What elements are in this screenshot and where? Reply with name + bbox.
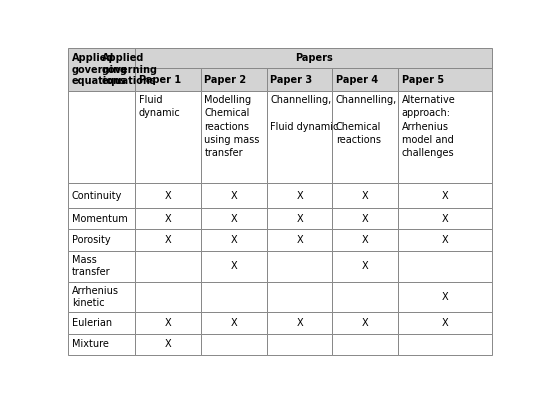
Text: Porosity: Porosity [72,235,110,245]
Bar [398,229,492,251]
Text: Applied
governing
equations: Applied governing equations [72,53,128,86]
Text: Paper 3: Paper 3 [270,75,312,85]
Text: Mixture: Mixture [72,340,109,350]
Bar [267,251,333,282]
Text: X: X [296,235,303,245]
Bar [68,334,135,355]
Text: X: X [296,191,303,201]
Bar [201,312,267,334]
Bar [135,208,201,229]
Bar [398,282,492,312]
Text: Eulerian: Eulerian [72,318,112,328]
Bar [68,184,135,208]
Bar [68,251,135,282]
Text: X: X [442,292,449,302]
Bar [333,91,398,184]
Text: X: X [442,318,449,328]
Text: Momentum: Momentum [72,214,127,224]
Bar [135,312,201,334]
Text: X: X [165,318,172,328]
Bar [333,334,398,355]
Bar [398,334,492,355]
Text: Paper 1: Paper 1 [139,75,181,85]
Bar [267,91,333,184]
Bar [135,229,201,251]
Text: Paper 5: Paper 5 [401,75,444,85]
Bar [398,68,492,91]
Bar [201,208,267,229]
Text: X: X [442,235,449,245]
Text: Papers: Papers [295,53,333,63]
Bar [135,91,201,184]
Text: Applied
governing
equations: Applied governing equations [102,53,158,86]
Text: X: X [362,318,369,328]
Bar [201,251,267,282]
Bar [201,229,267,251]
Bar [68,312,135,334]
Bar [201,91,267,184]
Text: X: X [362,191,369,201]
Text: X: X [442,214,449,224]
Text: X: X [442,191,449,201]
Bar [68,282,135,312]
Text: X: X [296,214,303,224]
Bar [267,334,333,355]
Text: X: X [362,214,369,224]
Bar [267,68,333,91]
Bar [135,184,201,208]
Bar [333,312,398,334]
Text: X: X [165,235,172,245]
Bar [201,282,267,312]
Bar [135,334,201,355]
Bar [267,208,333,229]
Bar [135,282,201,312]
Bar [267,282,333,312]
Bar [333,229,398,251]
Text: Continuity: Continuity [72,191,122,201]
Bar [398,251,492,282]
Bar [267,229,333,251]
Bar [68,229,135,251]
Bar [68,91,135,184]
Text: X: X [362,235,369,245]
Text: X: X [231,235,237,245]
Bar [201,334,267,355]
Bar [135,251,201,282]
Text: Fluid
dynamic: Fluid dynamic [139,95,181,119]
Text: X: X [165,191,172,201]
Text: Modelling
Chemical
reactions
using mass
transfer: Modelling Chemical reactions using mass … [205,95,260,158]
Bar [135,48,492,68]
Text: Alternative
approach:
Arrhenius
model and
challenges: Alternative approach: Arrhenius model an… [401,95,455,158]
Text: Channelling,

Fluid dynamic: Channelling, Fluid dynamic [270,95,339,132]
Bar [398,208,492,229]
Bar [333,251,398,282]
Bar [135,68,201,91]
Text: X: X [231,318,237,328]
Bar [68,208,135,229]
Bar [333,184,398,208]
Bar [398,184,492,208]
Text: Channelling,

Chemical
reactions: Channelling, Chemical reactions [336,95,397,145]
Bar [267,184,333,208]
Text: X: X [165,340,172,350]
Text: X: X [296,318,303,328]
Text: Paper 4: Paper 4 [336,75,378,85]
Bar [267,312,333,334]
Text: X: X [231,191,237,201]
Text: X: X [362,261,369,271]
Bar [68,48,135,91]
Text: X: X [165,214,172,224]
Text: X: X [231,261,237,271]
Text: X: X [231,214,237,224]
Bar [398,312,492,334]
Text: Paper 2: Paper 2 [205,75,247,85]
Text: Arrhenius
kinetic: Arrhenius kinetic [72,286,119,308]
Text: Mass
transfer: Mass transfer [72,255,110,277]
Bar [333,208,398,229]
Bar [333,68,398,91]
Bar [398,91,492,184]
Bar [201,68,267,91]
Bar [201,184,267,208]
Bar [333,282,398,312]
